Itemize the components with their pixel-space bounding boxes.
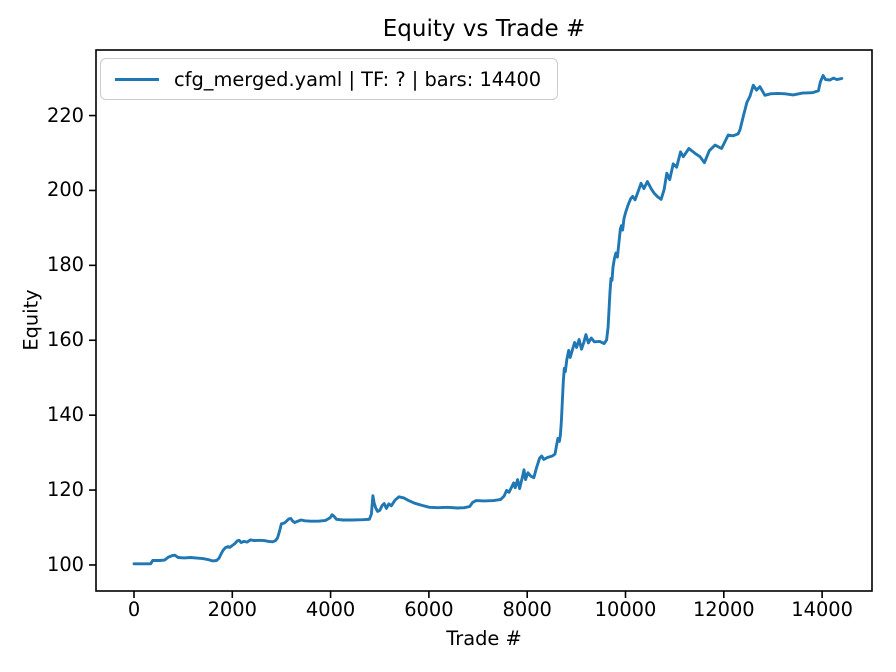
chart-title: Equity vs Trade # bbox=[382, 16, 586, 42]
y-tick-label: 120 bbox=[46, 478, 84, 502]
legend-entry-label: cfg_merged.yaml | TF: ? | bars: 14400 bbox=[174, 67, 542, 91]
x-axis-label: Trade # bbox=[446, 627, 522, 650]
x-tick-label: 10000 bbox=[594, 598, 657, 621]
x-tick-label: 4000 bbox=[305, 598, 356, 621]
y-tick-label: 200 bbox=[46, 178, 84, 202]
y-tick-label: 220 bbox=[46, 103, 84, 127]
legend-line-sample bbox=[115, 77, 159, 81]
legend: cfg_merged.yaml | TF: ? | bars: 14400 bbox=[100, 58, 559, 100]
y-tick-label: 180 bbox=[46, 253, 84, 277]
x-tick-label: 8000 bbox=[502, 598, 552, 621]
x-tick-label: 0 bbox=[127, 598, 141, 621]
y-tick-label: 100 bbox=[46, 552, 84, 576]
y-tick-label: 140 bbox=[46, 403, 84, 427]
x-tick-label: 12000 bbox=[692, 598, 755, 621]
y-tick-label: 160 bbox=[46, 328, 84, 352]
x-tick-label: 6000 bbox=[404, 598, 454, 621]
x-tick-label: 2000 bbox=[207, 598, 257, 621]
x-tick-label: 14000 bbox=[791, 598, 853, 621]
